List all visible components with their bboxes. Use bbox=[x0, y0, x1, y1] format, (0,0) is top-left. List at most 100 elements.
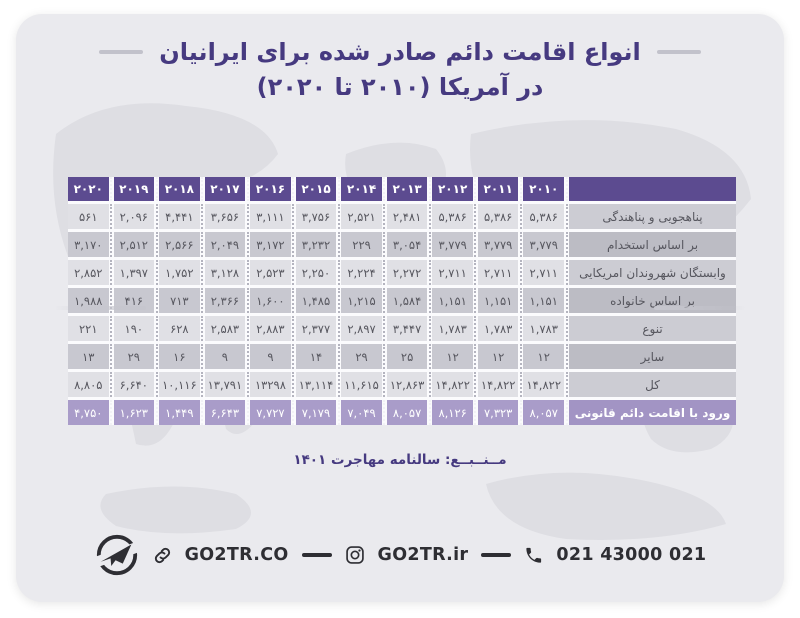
table-cell: ۱۴,۸۲۲ bbox=[432, 372, 476, 397]
row-label: تنوع bbox=[569, 316, 736, 341]
table-row: ۵۶۱ ۲,۰۹۶ ۴,۴۴۱ ۳,۶۵۶ ۳,۱۱۱ ۳,۷۵۶ ۲,۵۲۱ ۲,۴۸۱ ۵,… bbox=[68, 204, 736, 229]
table-cell: ۶,۶۴۳ bbox=[204, 400, 249, 425]
title-dash-right bbox=[656, 50, 701, 54]
table-cell: ۱,۱۵۱ bbox=[432, 288, 476, 313]
table-cell: ۲,۷۱۱ bbox=[523, 260, 568, 285]
table-row: ۲,۸۵۲ ۱,۳۹۷ ۱,۷۵۲ ۳,۱۲۸ ۲,۵۲۳ ۲,۲۵۰ ۲,۲۲۴ ۲,۲۷۲… bbox=[68, 260, 736, 285]
table-cell: ۱,۶۰۰ bbox=[250, 288, 294, 313]
row-label: پناهجویی و پناهندگی bbox=[569, 204, 736, 229]
year-header-cell: ۲۰۱۴ bbox=[341, 177, 385, 201]
table-cell: ۲,۳۶۶ bbox=[204, 288, 249, 313]
table-cell: ۹ bbox=[204, 344, 249, 369]
table-cell: ۷۱۳ bbox=[159, 288, 203, 313]
table-header-row: ۲۰۲۰ ۲۰۱۹ ۲۰۱۸ ۲۰۱۷ ۲۰۱۶ ۲۰۱۵ ۲۰۱۴ ۲۰۱۳ ۲۰۱۲ ۲۰۱۱… bbox=[68, 177, 736, 201]
year-header-cell: ۲۰۱۳ bbox=[386, 177, 431, 201]
table-cell: ۲,۰۴۹ bbox=[204, 232, 249, 257]
go2tr-logo bbox=[93, 534, 140, 576]
instagram-icon bbox=[345, 546, 364, 564]
table-cell: ۳,۱۲۸ bbox=[204, 260, 249, 285]
table-cell: ۲۹ bbox=[341, 344, 385, 369]
row-label: ورود با اقامت دائم قانونی bbox=[569, 400, 736, 425]
table-cell: ۲,۷۱۱ bbox=[477, 260, 522, 285]
table-cell: ۵,۳۸۶ bbox=[432, 204, 476, 229]
table-cell: ۳,۷۷۹ bbox=[523, 232, 568, 257]
table-cell: ۲,۵۲۳ bbox=[250, 260, 294, 285]
table-cell: ۲۵ bbox=[386, 344, 431, 369]
title-line-2: در آمریکا (۲۰۱۰ تا ۲۰۲۰) bbox=[256, 73, 544, 101]
table-cell: ۱۳,۷۹۱ bbox=[204, 372, 249, 397]
year-header-cell: ۲۰۲۰ bbox=[68, 177, 112, 201]
table-cell: ۱,۷۵۲ bbox=[159, 260, 203, 285]
footer-phone: 021 43000 021 bbox=[556, 545, 707, 565]
table-row: ۳,۱۷۰ ۲,۵۱۲ ۲,۵۶۶ ۲,۰۴۹ ۳,۱۷۲ ۳,۲۳۲ ۲۲۹ ۳,۰۵۴ ۳,… bbox=[68, 232, 736, 257]
table-row: ۱,۹۸۸ ۴۱۶ ۷۱۳ ۲,۳۶۶ ۱,۶۰۰ ۱,۴۸۵ ۱,۲۱۵ ۱,۵۸۴ ۱,۱۵… bbox=[68, 288, 736, 313]
table-cell: ۱,۷۸۳ bbox=[523, 316, 568, 341]
table-cell: ۱۶ bbox=[159, 344, 203, 369]
table-cell: ۲,۵۸۳ bbox=[204, 316, 249, 341]
year-header-cell: ۲۰۱۵ bbox=[295, 177, 340, 201]
table-cell: ۸,۰۵۷ bbox=[523, 400, 568, 425]
source-note: مــنــبــع: سالنامه مهاجرت ۱۴۰۱ bbox=[293, 452, 507, 468]
table-cell: ۲,۲۵۰ bbox=[295, 260, 340, 285]
table-cell: ۳,۲۳۲ bbox=[295, 232, 340, 257]
table-cell: ۱,۲۱۵ bbox=[341, 288, 385, 313]
table-cell: ۱۳۲۹۸ bbox=[250, 372, 294, 397]
table-cell: ۲,۵۱۲ bbox=[113, 232, 158, 257]
table-cell: ۱۲ bbox=[432, 344, 476, 369]
table-cell: ۵,۳۸۶ bbox=[477, 204, 522, 229]
table-cell: ۷,۰۴۹ bbox=[341, 400, 385, 425]
table-cell: ۲,۷۱۱ bbox=[432, 260, 476, 285]
table-cell: ۱۹۰ bbox=[113, 316, 158, 341]
row-label: سایر bbox=[569, 344, 736, 369]
year-header-cell: ۲۰۱۷ bbox=[204, 177, 249, 201]
table-cell: ۷,۷۲۷ bbox=[250, 400, 294, 425]
footer-separator bbox=[301, 553, 332, 557]
table-cell: ۲۲۹ bbox=[341, 232, 385, 257]
footer-separator bbox=[481, 553, 512, 557]
year-header-cell: ۲۰۱۶ bbox=[250, 177, 294, 201]
table-cell: ۳,۱۱۱ bbox=[250, 204, 294, 229]
footer-instagram: GO2TR.ir bbox=[377, 545, 469, 565]
table-cell: ۸,۱۲۶ bbox=[432, 400, 476, 425]
table-cell: ۱۳,۱۱۴ bbox=[295, 372, 340, 397]
title-line-1: انواع اقامت دائم صادر شده برای ایرانیان bbox=[159, 38, 641, 66]
table-cell: ۱۴,۸۲۲ bbox=[477, 372, 522, 397]
table-cell: ۱۴ bbox=[295, 344, 340, 369]
row-label: کل bbox=[569, 372, 736, 397]
table-cell: ۸,۸۰۵ bbox=[68, 372, 112, 397]
table-cell: ۸,۰۵۷ bbox=[386, 400, 431, 425]
table-cell: ۲,۸۸۳ bbox=[250, 316, 294, 341]
footer-website: GO2TR.CO bbox=[184, 545, 289, 565]
table-cell: ۲,۴۸۱ bbox=[386, 204, 431, 229]
table-cell: ۱,۱۵۱ bbox=[477, 288, 522, 313]
table-cell: ۲,۵۲۱ bbox=[341, 204, 385, 229]
table-cell: ۳,۱۷۲ bbox=[250, 232, 294, 257]
table-cell: ۱,۵۸۴ bbox=[386, 288, 431, 313]
phone-icon bbox=[526, 547, 542, 563]
table-cell: ۳,۶۵۶ bbox=[204, 204, 249, 229]
table-cell: ۱,۴۴۹ bbox=[159, 400, 203, 425]
title-dash-left bbox=[99, 50, 144, 54]
table-cell: ۲,۳۷۷ bbox=[295, 316, 340, 341]
table-body: ۵۶۱ ۲,۰۹۶ ۴,۴۴۱ ۳,۶۵۶ ۳,۱۱۱ ۳,۷۵۶ ۲,۵۲۱ ۲,۴۸۱ ۵,… bbox=[68, 204, 736, 425]
table-cell: ۳,۰۵۴ bbox=[386, 232, 431, 257]
table-cell: ۱۳ bbox=[68, 344, 112, 369]
table-cell: ۴,۷۵۰ bbox=[68, 400, 112, 425]
table-cell: ۱,۴۸۵ bbox=[295, 288, 340, 313]
table-cell: ۵۶۱ bbox=[68, 204, 112, 229]
table-cell: ۳,۴۴۷ bbox=[386, 316, 431, 341]
year-header-cell: ۲۰۱۰ bbox=[523, 177, 568, 201]
table-cell: ۷,۳۲۳ bbox=[477, 400, 522, 425]
table-cell: ۱۱,۶۱۵ bbox=[341, 372, 385, 397]
table-cell: ۱,۷۸۳ bbox=[477, 316, 522, 341]
table-row: ۸,۸۰۵ ۶,۶۴۰ ۱۰,۱۱۶ ۱۳,۷۹۱ ۱۳۲۹۸ ۱۳,۱۱۴ ۱۱,۶۱۵ ۱… bbox=[68, 372, 736, 397]
table-cell: ۲,۵۶۶ bbox=[159, 232, 203, 257]
table-cell: ۱۲,۸۶۳ bbox=[386, 372, 431, 397]
table-cell: ۶۲۸ bbox=[159, 316, 203, 341]
table-cell: ۳,۷۷۹ bbox=[432, 232, 476, 257]
table-row: ۱۳ ۲۹ ۱۶ ۹ ۹ ۱۴ ۲۹ ۲۵ ۱۲ ۱۲ ۱۲ سایر bbox=[68, 344, 736, 369]
table-cell: ۶,۶۴۰ bbox=[113, 372, 158, 397]
table-cell: ۱۴,۸۲۲ bbox=[523, 372, 568, 397]
footer-right-line bbox=[654, 306, 746, 310]
infographic-card: انواع اقامت دائم صادر شده برای ایرانیان … bbox=[16, 14, 784, 602]
